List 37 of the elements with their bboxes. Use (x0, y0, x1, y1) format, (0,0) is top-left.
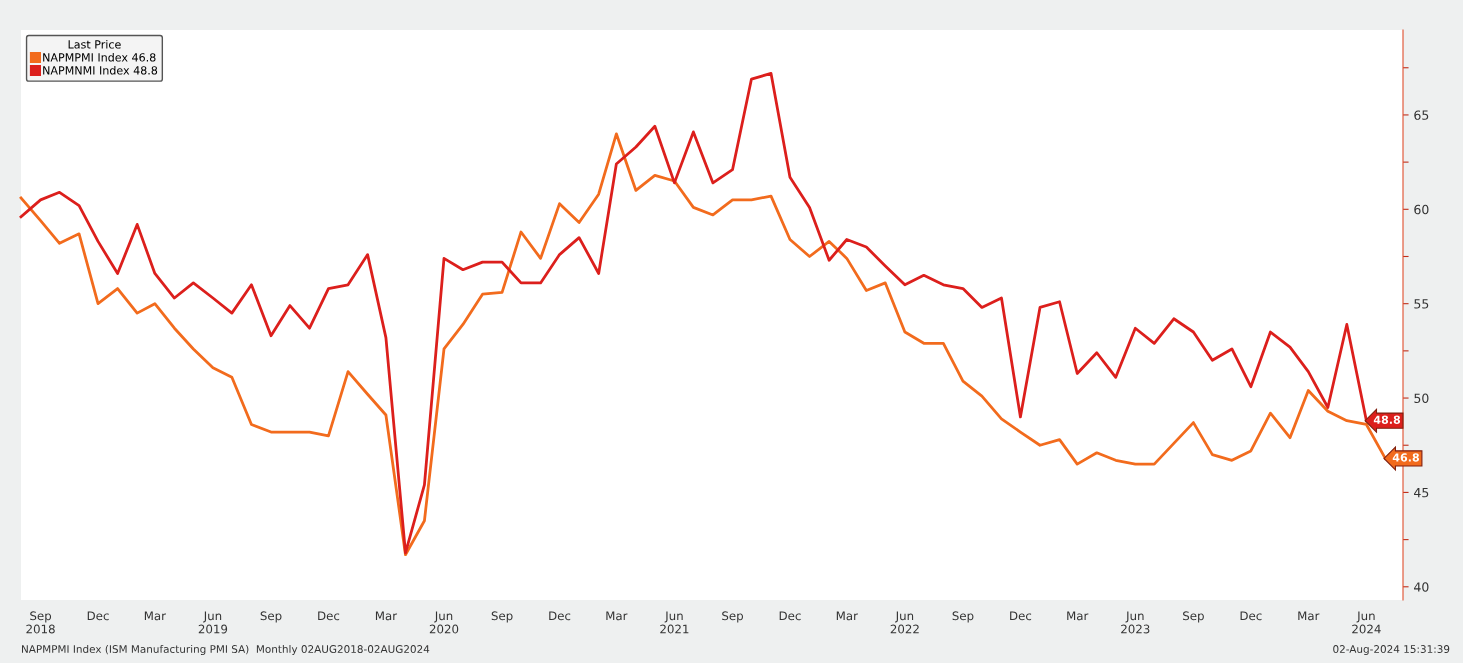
x-tick-label: Dec (1010, 611, 1032, 621)
x-tick-label: Mar (606, 611, 628, 621)
x-tick-label: Jun 2019 (198, 611, 228, 634)
x-tick-label: Sep 2018 (26, 611, 55, 634)
data-label: 46.8 (1392, 453, 1419, 462)
x-tick-label: Mar (375, 611, 398, 621)
x-tick-label: Sep (722, 611, 743, 623)
text: NAPMPMI Index (ISM Manufacturing PMI SA) Monthly 02AUG2018-02AUG2024 (22, 644, 430, 655)
legend-label: NAPMNMI Index 48.8 (43, 65, 158, 75)
x-tick-label: Dec (318, 611, 340, 621)
x-tick-label: Mar (1067, 611, 1089, 621)
x-tick-label: Sep (260, 611, 282, 623)
x-tick-label: Dec (779, 611, 801, 621)
data-label: 48.8 (1373, 415, 1401, 424)
x-tick-label: Sep (491, 611, 513, 623)
text: 02-Aug-2024 15:31:39 (1333, 645, 1450, 655)
y-tick-label: 65 (1414, 110, 1429, 120)
x-tick-label: Sep (1183, 611, 1204, 623)
y-tick-label: 55 (1414, 299, 1429, 309)
x-tick-label: Sep (952, 611, 974, 623)
x-tick-label: Dec (1240, 611, 1262, 621)
x-tick-label: Mar (144, 611, 166, 621)
x-tick-label: Jun 2023 (1121, 611, 1150, 634)
x-tick-label: Jun 2021 (660, 611, 689, 634)
x-tick-label: Jun 2022 (890, 611, 919, 634)
y-tick-label: 50 (1414, 393, 1429, 403)
legend-label: NAPMPMI Index 46.8 (43, 52, 156, 62)
x-tick-label: Dec (87, 611, 109, 621)
legend-title: Last Price (68, 40, 121, 49)
x-tick-label: Jun 2020 (429, 611, 459, 634)
x-tick-label: Mar (1298, 611, 1320, 621)
y-tick-label: 45 (1414, 488, 1429, 498)
y-tick-label: 40 (1414, 582, 1429, 592)
x-tick-label: Dec (549, 611, 571, 621)
y-tick-label: 60 (1414, 204, 1429, 215)
x-tick-label: Mar (836, 611, 858, 621)
x-tick-label: Jun 2024 (1352, 611, 1381, 634)
